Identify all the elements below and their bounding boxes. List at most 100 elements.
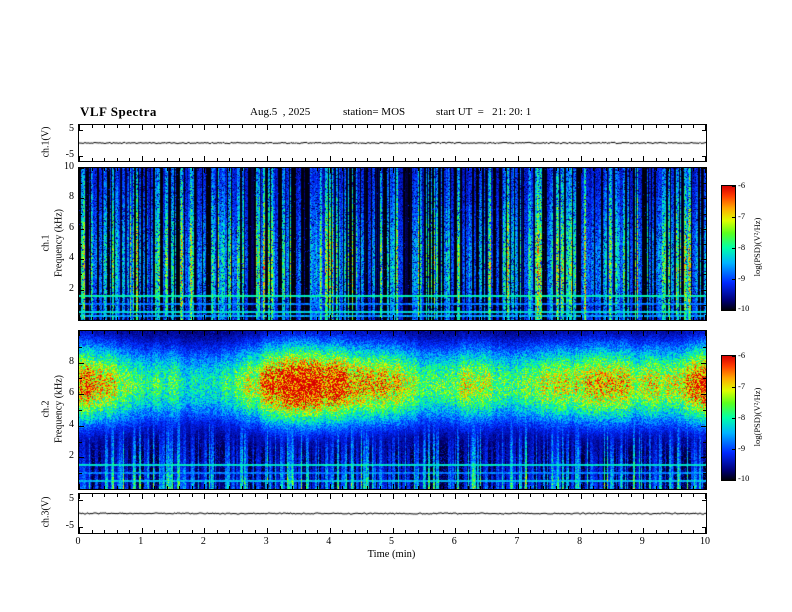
tick-mark: [556, 486, 557, 489]
tick-mark: [702, 156, 706, 157]
tick-label: -6: [738, 350, 746, 360]
tick-mark: [142, 494, 143, 499]
tick-mark: [292, 331, 293, 334]
tick-label: 6: [69, 387, 74, 399]
tick-mark: [305, 494, 306, 497]
tick-mark: [380, 125, 381, 128]
tick-mark: [267, 494, 268, 499]
tick-mark: [443, 317, 444, 320]
tick-mark: [703, 214, 706, 215]
tick-mark: [104, 125, 105, 128]
tick-mark: [229, 317, 230, 320]
tick-label: -8: [738, 242, 746, 252]
tick-mark: [480, 125, 481, 128]
tick-mark: [292, 486, 293, 489]
tick-mark: [229, 331, 230, 334]
tick-mark: [393, 528, 394, 533]
tick-mark: [154, 125, 155, 128]
tick-mark: [505, 125, 506, 128]
tick-mark: [154, 158, 155, 161]
tick-mark: [129, 530, 130, 533]
tick-mark: [255, 331, 256, 334]
tick-mark: [443, 331, 444, 334]
tick-mark: [530, 530, 531, 533]
tick-mark: [681, 331, 682, 334]
tick-mark: [179, 168, 180, 171]
tick-mark: [204, 168, 205, 173]
tick-mark: [480, 317, 481, 320]
tick-mark: [568, 530, 569, 533]
tick-mark: [79, 494, 80, 499]
tick-mark: [493, 125, 494, 128]
tick-mark: [668, 168, 669, 171]
tick-mark: [142, 125, 143, 130]
tick-mark: [606, 158, 607, 161]
tick-mark: [732, 186, 735, 187]
tick-mark: [468, 158, 469, 161]
tick-mark: [267, 168, 268, 173]
tick-mark: [393, 484, 394, 489]
tick-mark: [443, 494, 444, 497]
tick-mark: [79, 378, 82, 379]
tick-mark: [468, 494, 469, 497]
tick-mark: [505, 168, 506, 171]
tick-mark: [179, 331, 180, 334]
tick-mark: [568, 331, 569, 334]
tick-mark: [702, 527, 706, 528]
tick-label: 5: [389, 536, 394, 547]
tick-mark: [355, 530, 356, 533]
tick-mark: [593, 486, 594, 489]
tick-mark: [701, 290, 706, 291]
tick-mark: [79, 394, 84, 395]
tick-mark: [581, 494, 582, 499]
tick-mark: [693, 331, 694, 334]
tick-label: -7: [738, 211, 746, 221]
tick-mark: [455, 528, 456, 533]
tick-mark: [703, 378, 706, 379]
tick-mark: [167, 494, 168, 497]
tick-mark: [267, 331, 268, 336]
tick-mark: [380, 530, 381, 533]
tick-mark: [493, 530, 494, 533]
tick-mark: [342, 486, 343, 489]
tick-mark: [154, 168, 155, 171]
tick-mark: [643, 125, 644, 130]
tick-mark: [229, 168, 230, 171]
tick-mark: [280, 530, 281, 533]
tick-mark: [530, 158, 531, 161]
tick-mark: [543, 158, 544, 161]
tick-mark: [643, 528, 644, 533]
tick-mark: [703, 274, 706, 275]
tick-mark: [367, 125, 368, 128]
tick-mark: [79, 274, 82, 275]
tick-label: 1: [138, 536, 144, 547]
tick-mark: [468, 317, 469, 320]
tick-mark: [292, 530, 293, 533]
tick-mark: [255, 125, 256, 128]
tick-mark: [405, 317, 406, 320]
tick-mark: [430, 494, 431, 497]
tick-mark: [693, 168, 694, 171]
tick-mark: [518, 168, 519, 173]
tick-mark: [317, 168, 318, 171]
tick-mark: [543, 494, 544, 497]
tick-mark: [593, 530, 594, 533]
tick-mark: [129, 125, 130, 128]
tick-mark: [732, 387, 735, 388]
tick-mark: [732, 217, 735, 218]
tick-mark: [192, 486, 193, 489]
tick-mark: [618, 331, 619, 334]
tick-mark: [430, 530, 431, 533]
tick-mark: [330, 315, 331, 320]
tick-mark: [593, 494, 594, 497]
tick-mark: [701, 229, 706, 230]
tick-mark: [732, 248, 735, 249]
tick-mark: [568, 486, 569, 489]
tick-mark: [179, 486, 180, 489]
tick-mark: [355, 125, 356, 128]
tick-mark: [443, 486, 444, 489]
tick-mark: [593, 125, 594, 128]
tick-mark: [493, 168, 494, 171]
tick-mark: [732, 479, 735, 480]
ch1-spectrogram-canvas: [79, 168, 706, 320]
